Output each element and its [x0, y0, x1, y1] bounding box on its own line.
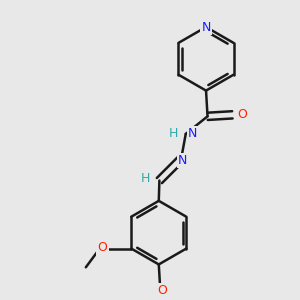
Text: O: O — [237, 108, 247, 121]
Text: H: H — [141, 172, 150, 184]
Text: N: N — [201, 20, 211, 34]
Text: O: O — [157, 284, 167, 297]
Text: N: N — [178, 154, 188, 167]
Text: N: N — [188, 127, 197, 140]
Text: O: O — [98, 242, 107, 254]
Text: H: H — [168, 127, 178, 140]
